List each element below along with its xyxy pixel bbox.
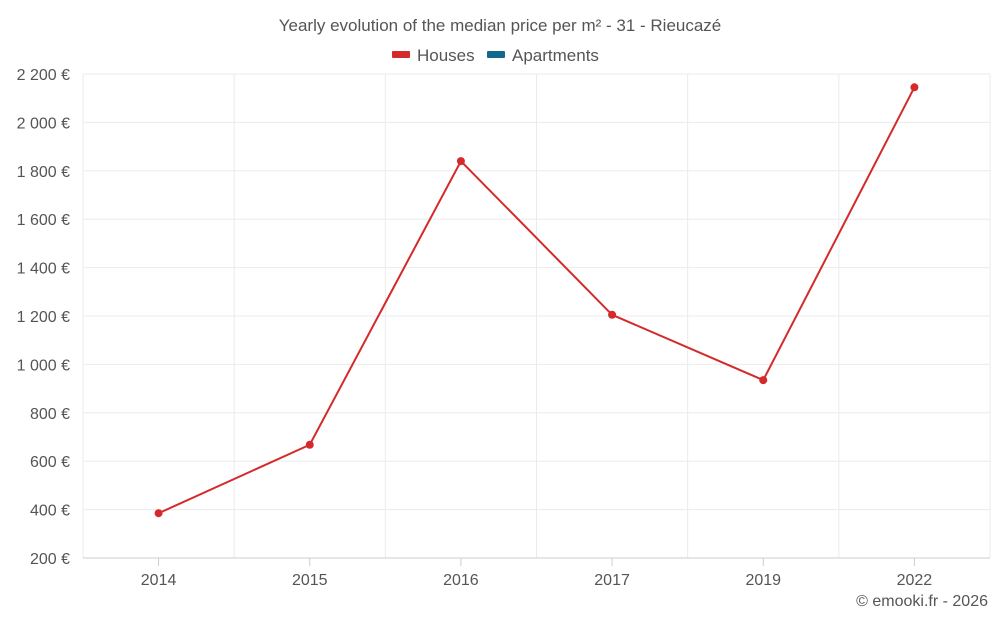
- legend: Houses Apartments: [392, 46, 599, 65]
- x-tick-label: 2022: [897, 572, 933, 589]
- y-axis-ticks: 200 € 400 € 600 € 800 € 1 000 € 1 200 € 1 400 …: [17, 67, 70, 568]
- y-tick-label: 1 600 €: [17, 212, 70, 229]
- x-axis-ticks: 2014 2015 2016 2017 2019 2022: [141, 558, 933, 589]
- y-tick-label: 400 €: [30, 503, 70, 520]
- data-point-houses[interactable]: [456, 157, 465, 166]
- legend-swatch-houses: [392, 51, 410, 58]
- x-tick-label: 2014: [141, 572, 177, 589]
- legend-label-houses: Houses: [417, 46, 475, 65]
- x-tick-label: 2019: [745, 572, 781, 589]
- legend-item-houses[interactable]: Houses: [392, 46, 475, 65]
- credit-text: © emooki.fr - 2026: [856, 593, 988, 610]
- y-tick-label: 600 €: [30, 454, 70, 471]
- x-tick-label: 2016: [443, 572, 479, 589]
- y-tick-label: 1 400 €: [17, 261, 70, 278]
- data-point-houses[interactable]: [305, 440, 314, 449]
- data-point-houses[interactable]: [759, 376, 768, 385]
- data-point-houses[interactable]: [154, 509, 163, 518]
- legend-swatch-apartments: [487, 51, 505, 58]
- data-point-houses[interactable]: [608, 310, 617, 319]
- legend-label-apartments: Apartments: [512, 46, 599, 65]
- y-tick-label: 1 000 €: [17, 357, 70, 374]
- data-point-houses[interactable]: [910, 83, 919, 92]
- chart-title: Yearly evolution of the median price per…: [279, 16, 722, 35]
- x-gridlines: [82, 74, 991, 558]
- y-tick-label: 200 €: [30, 551, 70, 568]
- series-line-houses: [158, 86, 916, 515]
- series-group: [154, 83, 919, 518]
- y-tick-label: 800 €: [30, 406, 70, 423]
- y-tick-label: 2 000 €: [17, 115, 70, 132]
- y-tick-label: 2 200 €: [17, 67, 70, 84]
- x-tick-label: 2015: [292, 572, 328, 589]
- legend-item-apartments[interactable]: Apartments: [487, 46, 599, 65]
- x-tick-label: 2017: [594, 572, 630, 589]
- y-tick-label: 1 800 €: [17, 164, 70, 181]
- y-tick-label: 1 200 €: [17, 309, 70, 326]
